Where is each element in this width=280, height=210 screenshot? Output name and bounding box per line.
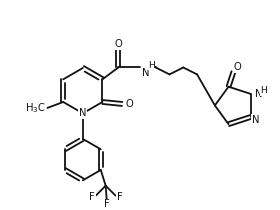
Text: N: N [142, 68, 150, 79]
Text: N: N [255, 89, 263, 99]
Text: H: H [148, 61, 155, 70]
Text: F: F [116, 192, 122, 202]
Text: O: O [234, 62, 241, 72]
Text: F: F [89, 192, 95, 202]
Text: H$_3$C: H$_3$C [25, 101, 45, 115]
Text: O: O [114, 39, 122, 49]
Text: N: N [252, 115, 259, 125]
Text: N: N [79, 108, 87, 118]
Text: O: O [125, 99, 133, 109]
Text: H: H [260, 86, 267, 95]
Text: F: F [104, 200, 109, 209]
